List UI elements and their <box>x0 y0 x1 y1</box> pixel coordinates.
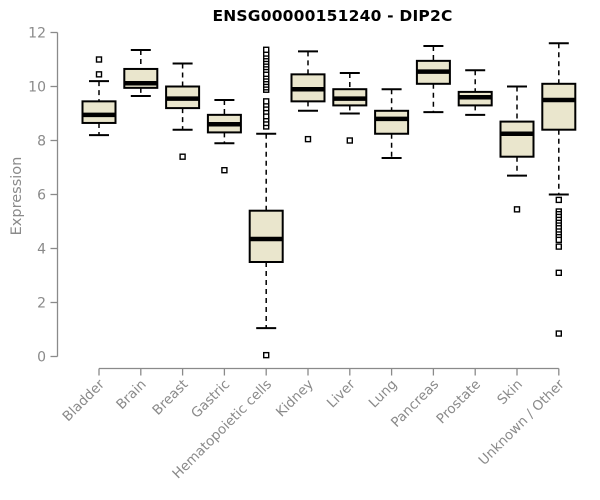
iqr-box <box>374 109 410 135</box>
y-tick-label: 0 <box>37 350 46 366</box>
outlier-point <box>346 137 353 144</box>
outlier-point <box>95 56 103 63</box>
y-tick-label: 4 <box>37 242 46 258</box>
boxplot-pancreas <box>415 45 451 114</box>
boxplot-hematopoietic-cells <box>248 46 284 359</box>
boxplot-gastric <box>206 99 242 174</box>
x-category-label: Skin <box>494 377 526 409</box>
iqr-box <box>81 100 117 124</box>
boxplot-breast <box>165 62 201 160</box>
outlier-point <box>221 166 228 174</box>
x-category-label: Kidney <box>273 377 317 421</box>
iqr-box <box>499 120 535 158</box>
y-tick-label: 10 <box>28 80 46 96</box>
boxplot-prostate <box>457 69 493 116</box>
x-category-label: Breast <box>149 377 191 419</box>
outlier-point <box>179 153 186 160</box>
boxplot-skin <box>499 85 535 213</box>
boxplot-liver <box>332 72 368 144</box>
x-category-label: Liver <box>324 376 359 411</box>
outlier-point <box>513 206 521 213</box>
outlier-point <box>555 243 562 250</box>
outlier-point <box>304 135 312 143</box>
boxplot-kidney <box>290 50 326 143</box>
outlier-point <box>95 71 103 78</box>
x-category-label: Bladder <box>60 376 109 425</box>
iqr-box <box>541 82 577 131</box>
y-tick-label: 6 <box>37 188 46 204</box>
y-tick-label: 2 <box>37 296 46 312</box>
boxplot-lung <box>374 88 410 160</box>
outlier-point <box>555 269 562 276</box>
chart-title: ENSG00000151240 - DIP2C <box>212 7 453 25</box>
boxplot-brain <box>123 49 159 97</box>
x-category-label: Lung <box>366 377 401 412</box>
outlier-point <box>555 196 562 204</box>
outlier-point <box>555 236 562 244</box>
y-tick-label: 8 <box>37 134 46 150</box>
x-category-label: Brain <box>113 377 149 413</box>
outlier-point <box>555 330 562 337</box>
x-category-label: Prostate <box>433 377 484 428</box>
outlier-point <box>263 98 270 105</box>
boxplot-bladder <box>81 56 117 137</box>
boxplot-unknown-other <box>541 42 577 337</box>
outlier-point <box>263 46 270 53</box>
outlier-point <box>263 351 270 359</box>
iqr-box <box>248 209 284 263</box>
y-tick-label: 12 <box>28 26 46 42</box>
